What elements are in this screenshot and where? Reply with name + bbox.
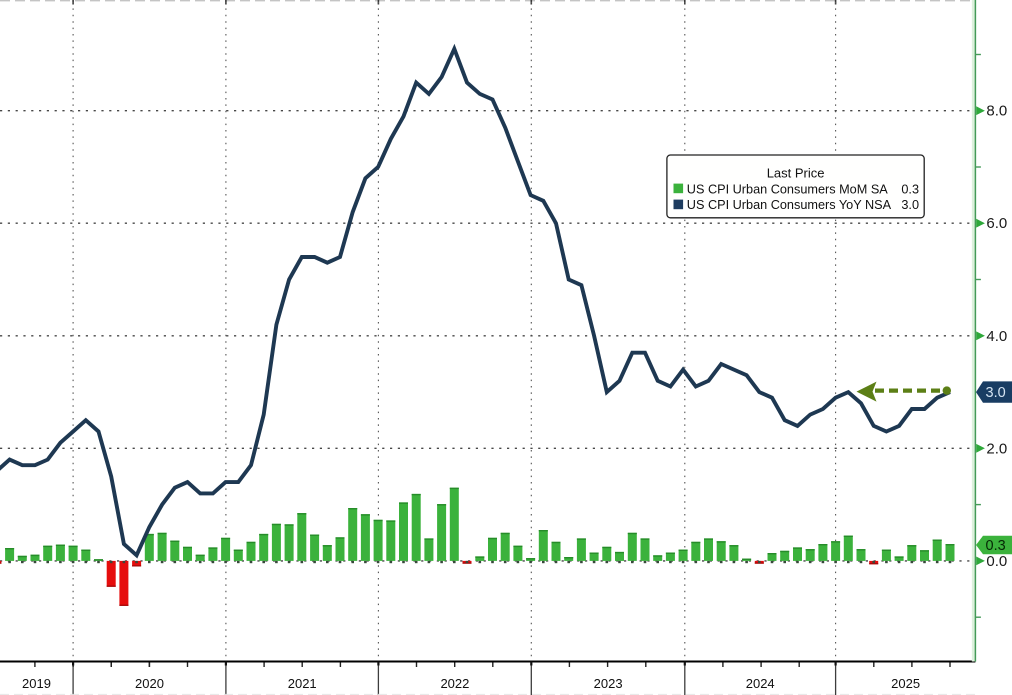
- svg-text:4.0: 4.0: [986, 328, 1007, 345]
- svg-text:2020: 2020: [135, 676, 164, 691]
- svg-text:0.3: 0.3: [986, 538, 1006, 554]
- svg-text:Last Price: Last Price: [767, 165, 825, 180]
- svg-text:2022: 2022: [440, 676, 469, 691]
- svg-text:2019: 2019: [22, 676, 51, 691]
- svg-text:3.0: 3.0: [901, 198, 919, 212]
- svg-text:3.0: 3.0: [986, 385, 1006, 401]
- svg-text:8.0: 8.0: [986, 103, 1007, 120]
- svg-text:2024: 2024: [746, 676, 775, 691]
- svg-text:0.3: 0.3: [901, 182, 919, 196]
- svg-text:6.0: 6.0: [986, 215, 1007, 232]
- svg-text:US CPI Urban Consumers YoY NSA: US CPI Urban Consumers YoY NSA: [687, 198, 892, 212]
- svg-text:US CPI Urban Consumers MoM SA: US CPI Urban Consumers MoM SA: [687, 182, 888, 196]
- svg-text:2.0: 2.0: [986, 440, 1007, 457]
- svg-text:0.0: 0.0: [986, 553, 1007, 570]
- svg-text:2021: 2021: [288, 676, 317, 691]
- svg-text:2025: 2025: [891, 676, 920, 691]
- svg-text:2023: 2023: [594, 676, 623, 691]
